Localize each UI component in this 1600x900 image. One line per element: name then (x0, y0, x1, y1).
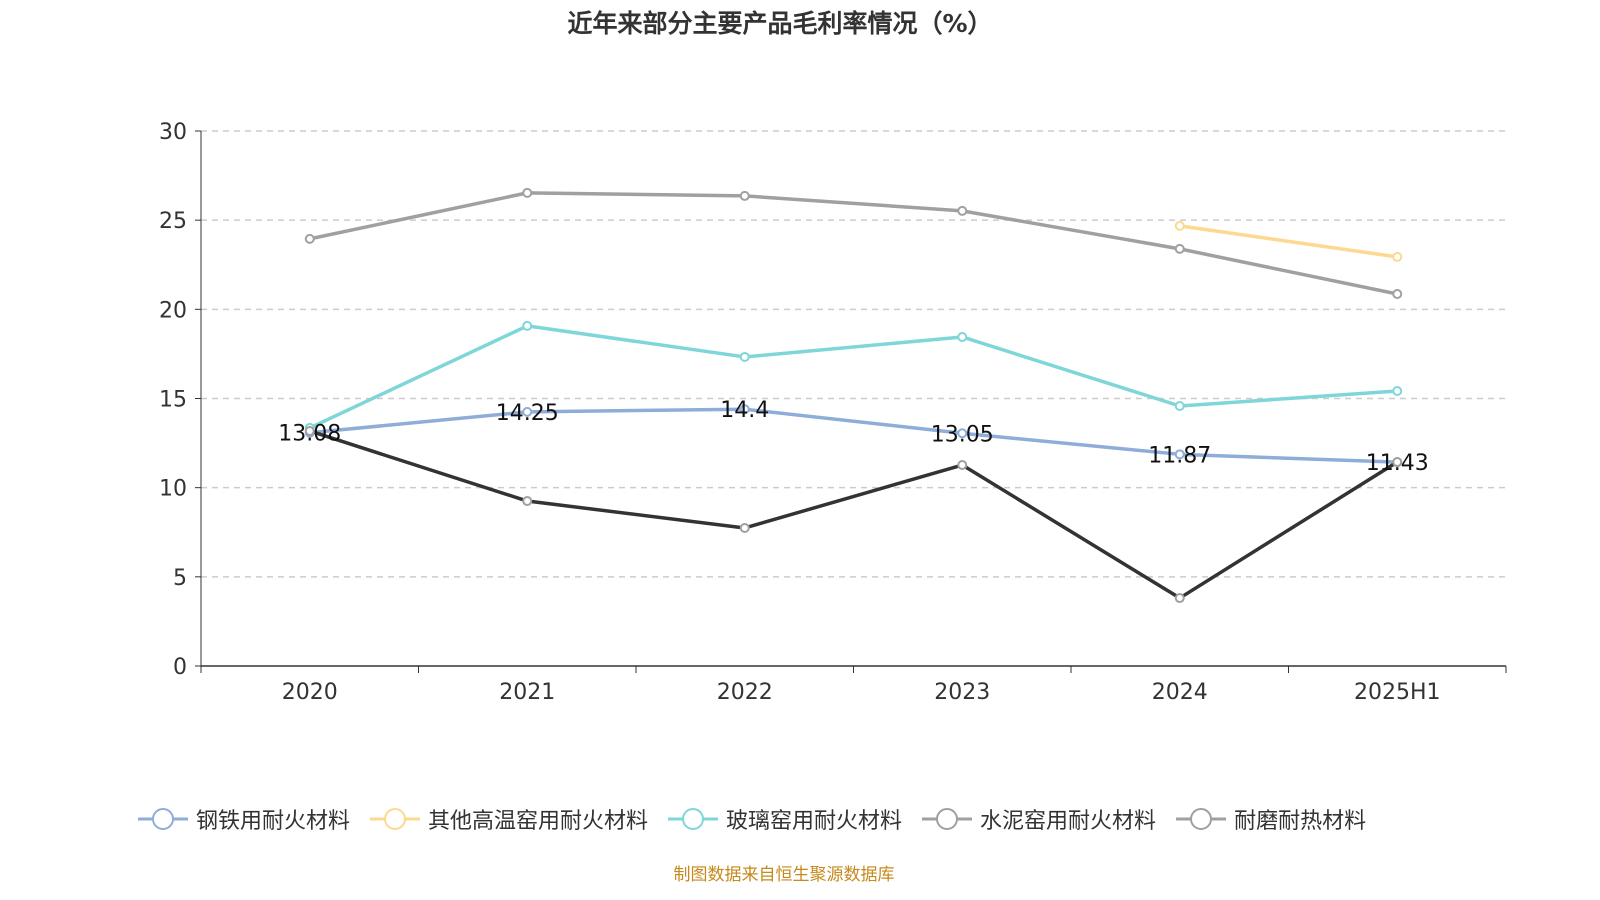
series-line (1179, 224, 1398, 259)
series-line (309, 407, 1398, 464)
data-label: 13.08 (278, 422, 341, 447)
legend-marker-icon (370, 808, 421, 830)
data-point (1392, 251, 1403, 262)
x-tick-label: 2025H1 (1354, 680, 1441, 705)
series-line (309, 191, 1398, 296)
y-tick-label: 10 (159, 477, 187, 502)
data-label: 14.4 (720, 398, 769, 423)
data-point (957, 205, 968, 216)
x-tick-label: 2021 (499, 680, 555, 705)
legend-marker-icon (668, 808, 719, 830)
data-point (522, 187, 533, 198)
data-point (1174, 449, 1185, 460)
data-point (1392, 288, 1403, 299)
data-label: 11.87 (1148, 443, 1211, 468)
legend-item[interactable]: 其他高温窑用耐火材料 (370, 803, 648, 835)
data-point (522, 406, 533, 417)
y-tick-label: 5 (173, 566, 187, 591)
x-tick-label: 2020 (282, 680, 338, 705)
data-point (1174, 593, 1185, 604)
y-tick-label: 15 (159, 388, 187, 413)
data-point (522, 320, 533, 331)
data-point (957, 428, 968, 439)
data-point (739, 190, 750, 201)
data-point (1392, 456, 1403, 467)
data-point (522, 496, 533, 507)
legend-label: 其他高温窑用耐火材料 (428, 809, 649, 834)
legend-label: 水泥窑用耐火材料 (980, 809, 1157, 834)
data-label: 13.05 (931, 422, 994, 447)
legend-label: 钢铁用耐火材料 (196, 809, 351, 834)
series-line (309, 429, 1399, 600)
y-tick-label: 20 (159, 298, 187, 323)
source-note: 制图数据来自恒生聚源数据库 (673, 865, 895, 885)
data-point (739, 404, 750, 415)
legend-item[interactable]: 玻璃窑用耐火材料 (668, 803, 902, 835)
legend-label: 耐磨耐热材料 (1234, 809, 1367, 834)
legend: 钢铁用耐火材料 其他高温窑用耐火材料 玻璃窑用耐火材料 水泥窑用耐火材料 耐磨耐热材料 (138, 803, 1366, 835)
data-point (957, 460, 968, 471)
data-point (957, 331, 968, 342)
data-point (1392, 386, 1403, 397)
data-point (1174, 220, 1185, 231)
x-tick-label: 2023 (934, 680, 990, 705)
x-tick-label: 2022 (717, 680, 773, 705)
data-point (739, 522, 750, 533)
x-tick-label: 2024 (1152, 680, 1208, 705)
legend-item[interactable]: 耐磨耐热材料 (1176, 803, 1366, 835)
data-point (304, 233, 315, 244)
legend-label: 玻璃窑用耐火材料 (726, 809, 903, 834)
data-label: 14.25 (496, 401, 559, 426)
legend-item[interactable]: 钢铁用耐火材料 (138, 803, 350, 835)
y-tick-label: 30 (159, 120, 187, 145)
y-tick-label: 0 (173, 655, 187, 680)
legend-marker-icon (1176, 808, 1227, 830)
y-tick-label: 25 (159, 209, 187, 234)
data-point (304, 425, 315, 436)
data-point (1174, 400, 1185, 411)
data-point (1174, 243, 1185, 254)
data-label: 11.43 (1366, 451, 1429, 476)
legend-marker-icon (922, 808, 973, 830)
series-line (309, 324, 1398, 430)
legend-marker-icon (138, 808, 188, 830)
data-point (739, 351, 750, 362)
chart-title: 近年来部分主要产品毛利率情况（%） (567, 9, 993, 38)
legend-item[interactable]: 水泥窑用耐火材料 (922, 803, 1156, 835)
